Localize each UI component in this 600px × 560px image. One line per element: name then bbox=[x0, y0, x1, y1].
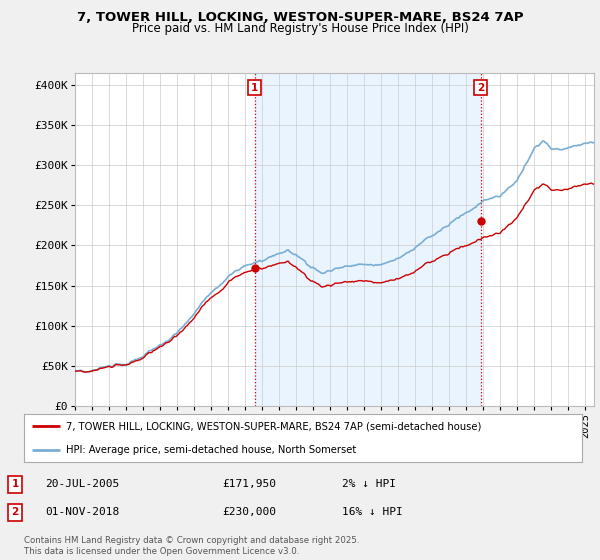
Text: Contains HM Land Registry data © Crown copyright and database right 2025.
This d: Contains HM Land Registry data © Crown c… bbox=[24, 536, 359, 556]
Text: Price paid vs. HM Land Registry's House Price Index (HPI): Price paid vs. HM Land Registry's House … bbox=[131, 22, 469, 35]
Text: 1: 1 bbox=[11, 479, 19, 489]
Text: 1: 1 bbox=[251, 83, 258, 93]
Text: £171,950: £171,950 bbox=[222, 479, 276, 489]
Text: 20-JUL-2005: 20-JUL-2005 bbox=[45, 479, 119, 489]
Text: 2% ↓ HPI: 2% ↓ HPI bbox=[342, 479, 396, 489]
Text: 16% ↓ HPI: 16% ↓ HPI bbox=[342, 507, 403, 517]
Text: 2: 2 bbox=[477, 83, 484, 93]
Text: HPI: Average price, semi-detached house, North Somerset: HPI: Average price, semi-detached house,… bbox=[66, 445, 356, 455]
Bar bbox=[254, 73, 481, 406]
Text: 7, TOWER HILL, LOCKING, WESTON-SUPER-MARE, BS24 7AP: 7, TOWER HILL, LOCKING, WESTON-SUPER-MAR… bbox=[77, 11, 523, 24]
Text: £230,000: £230,000 bbox=[222, 507, 276, 517]
Text: 01-NOV-2018: 01-NOV-2018 bbox=[45, 507, 119, 517]
Text: 2: 2 bbox=[11, 507, 19, 517]
Text: 7, TOWER HILL, LOCKING, WESTON-SUPER-MARE, BS24 7AP (semi-detached house): 7, TOWER HILL, LOCKING, WESTON-SUPER-MAR… bbox=[66, 421, 481, 431]
